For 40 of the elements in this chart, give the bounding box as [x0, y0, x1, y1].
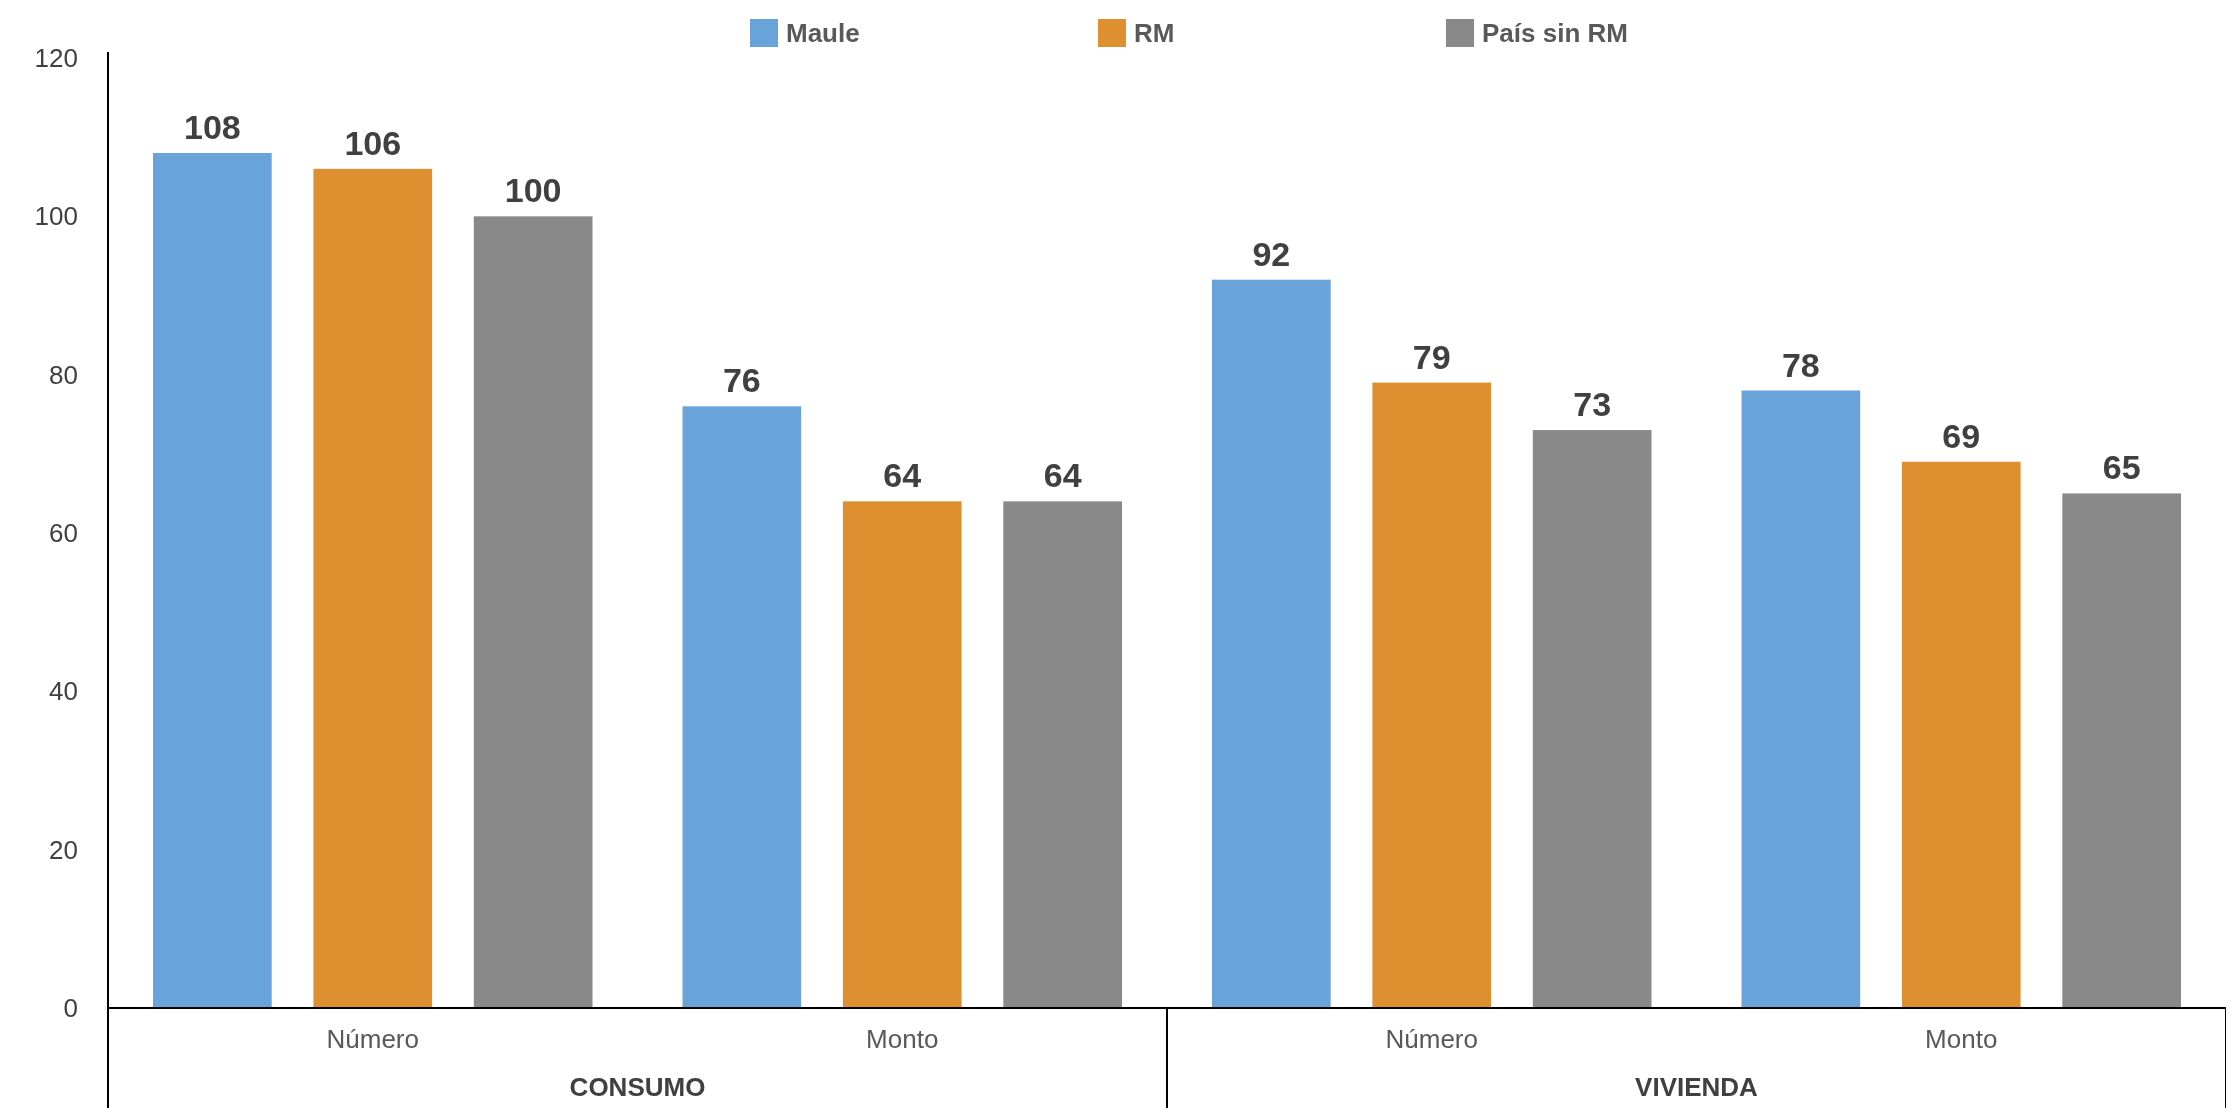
data-label: 108 [183, 108, 241, 146]
data-label: 64 [883, 456, 922, 495]
y-tick-label: 60 [49, 518, 78, 549]
data-label: 100 [504, 171, 562, 210]
bar [2062, 493, 2181, 1008]
x-tick-label: Número [326, 1024, 419, 1054]
bar [473, 216, 593, 1008]
text: CONSUMO [569, 1072, 706, 1102]
legend-label: País sin RM [1482, 18, 1628, 49]
bar [682, 406, 802, 1008]
data-label: 64 [1043, 456, 1082, 495]
bar [1532, 430, 1652, 1008]
text: VIVIENDA [1635, 1072, 1759, 1102]
bar [1901, 461, 2021, 1008]
bar [1212, 279, 1331, 1008]
data-label: 69 [1942, 416, 1981, 455]
x-tick-label: Número [1385, 1024, 1478, 1054]
x-tick-label: Monto [1925, 1024, 1998, 1054]
data-label: 92 [1252, 234, 1291, 273]
legend-label: Maule [786, 18, 860, 49]
data-label: 65 [2102, 448, 2141, 487]
bar [1372, 382, 1492, 1008]
y-tick-label: 40 [49, 676, 78, 707]
data-label: 73 [1573, 385, 1612, 424]
y-tick-label: 100 [34, 201, 78, 232]
bar [153, 153, 272, 1008]
bar [313, 168, 433, 1008]
bar [842, 501, 962, 1008]
data-label: 78 [1781, 345, 1820, 384]
data-label: 106 [344, 123, 402, 162]
bar [1741, 390, 1861, 1008]
y-tick-label: 120 [34, 43, 78, 74]
y-tick-label: 20 [49, 834, 78, 865]
bar [1003, 501, 1122, 1008]
y-tick-label: 80 [49, 359, 78, 390]
y-tick-label: 0 [63, 993, 78, 1024]
legend-label: RM [1134, 18, 1175, 49]
data-label: 79 [1412, 337, 1451, 376]
x-tick-label: Monto [866, 1024, 939, 1054]
data-label: 76 [722, 361, 761, 400]
